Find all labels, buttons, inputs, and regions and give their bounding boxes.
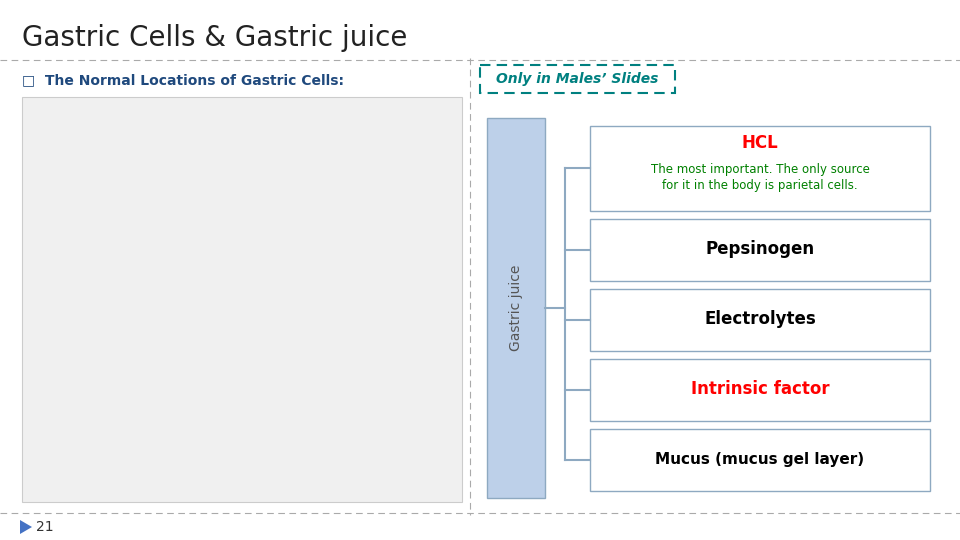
Text: Electrolytes: Electrolytes	[704, 310, 816, 328]
Text: Gastric juice: Gastric juice	[509, 265, 523, 351]
Text: □  The Normal Locations of Gastric Cells:: □ The Normal Locations of Gastric Cells:	[22, 73, 344, 87]
Text: HCL: HCL	[742, 134, 779, 152]
FancyBboxPatch shape	[590, 429, 930, 490]
Text: Gastric Cells & Gastric juice: Gastric Cells & Gastric juice	[22, 24, 407, 52]
Text: Pepsinogen: Pepsinogen	[706, 240, 815, 259]
FancyBboxPatch shape	[590, 359, 930, 421]
FancyBboxPatch shape	[487, 118, 545, 498]
Text: Mucus (mucus gel layer): Mucus (mucus gel layer)	[656, 452, 865, 467]
FancyBboxPatch shape	[480, 65, 675, 93]
FancyBboxPatch shape	[590, 125, 930, 211]
Text: Intrinsic factor: Intrinsic factor	[690, 381, 829, 399]
Text: The most important. The only source
for it in the body is parietal cells.: The most important. The only source for …	[651, 164, 870, 192]
FancyBboxPatch shape	[22, 97, 462, 502]
Text: Only in Males’ Slides: Only in Males’ Slides	[496, 72, 659, 86]
Text: 21: 21	[36, 520, 54, 534]
FancyBboxPatch shape	[590, 219, 930, 280]
FancyBboxPatch shape	[590, 288, 930, 350]
Polygon shape	[20, 520, 32, 534]
